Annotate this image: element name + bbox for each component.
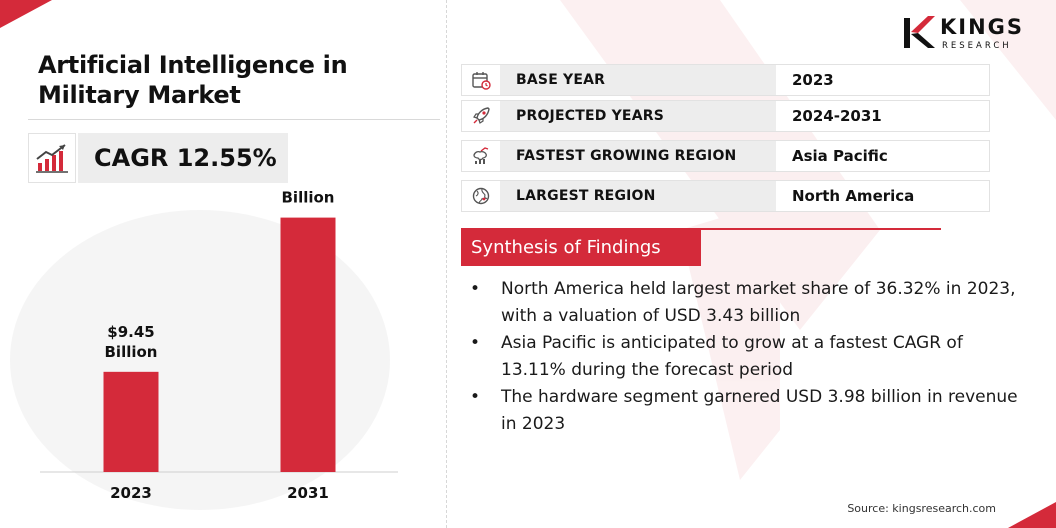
growth-chart-icon (28, 133, 76, 183)
calendar-icon (462, 65, 500, 95)
findings-list: • North America held largest market share… (470, 276, 1030, 438)
logo-name: KINGS (940, 15, 1024, 39)
list-item: • The hardware segment garnered USD 3.98 … (470, 384, 1030, 438)
source-credit: Source: kingsresearch.com (847, 502, 996, 515)
info-value-fastest-growing-region: Asia Pacific (792, 147, 888, 165)
info-row-base-year: BASE YEAR 2023 (461, 64, 990, 96)
info-key-fastest-growing-region: FASTEST GROWING REGION (500, 141, 776, 171)
bar-2023 (103, 371, 159, 472)
finding-text: The hardware segment garnered USD 3.98 b… (501, 387, 1018, 434)
bar-2031 (280, 217, 336, 472)
x-tick-label: 2023 (110, 484, 152, 502)
info-value-base-year: 2023 (792, 71, 834, 89)
info-value-largest-region: North America (792, 187, 915, 205)
rocket-icon (462, 101, 500, 131)
info-row-projected-years: PROJECTED YEARS 2024-2031 (461, 100, 990, 132)
globe-icon (462, 181, 500, 211)
corner-accent-bottom-right (1008, 502, 1056, 528)
bar-value-label: Billion (105, 343, 158, 361)
finding-text: North America held largest market share … (501, 279, 1016, 326)
synthesis-divider (461, 228, 941, 230)
info-row-largest-region: LARGEST REGION North America (461, 180, 990, 212)
list-item: • Asia Pacific is anticipated to grow at … (470, 330, 1030, 384)
panel-divider (446, 0, 447, 528)
finding-text: Asia Pacific is anticipated to grow at a… (501, 333, 963, 380)
bullet-icon: • (470, 333, 481, 353)
info-key-base-year: BASE YEAR (500, 65, 776, 95)
list-item: • North America held largest market share… (470, 276, 1030, 330)
growth-map-icon (462, 141, 500, 171)
info-key-projected-years: PROJECTED YEARS (500, 101, 776, 131)
synthesis-heading: Synthesis of Findings (461, 230, 701, 266)
info-row-fastest-growing-region: FASTEST GROWING REGION Asia Pacific (461, 140, 990, 172)
cagr-value: CAGR 12.55% (78, 133, 288, 183)
kings-research-logo: KINGS RESEARCH (904, 15, 1024, 51)
logo-tagline: RESEARCH (942, 41, 1012, 51)
cagr-badge: CAGR 12.55% (28, 133, 288, 183)
bullet-icon: • (470, 279, 481, 299)
title-divider (28, 119, 440, 120)
corner-accent-top-left (0, 0, 52, 28)
bar-value-label: Billion (282, 190, 335, 207)
info-value-projected-years: 2024-2031 (792, 107, 882, 125)
info-key-largest-region: LARGEST REGION (500, 181, 776, 211)
bar-value-label: $9.45 (107, 323, 154, 341)
x-tick-label: 2031 (287, 484, 329, 502)
bullet-icon: • (470, 387, 481, 407)
page-title: Artificial Intelligence in Military Mark… (38, 51, 348, 109)
